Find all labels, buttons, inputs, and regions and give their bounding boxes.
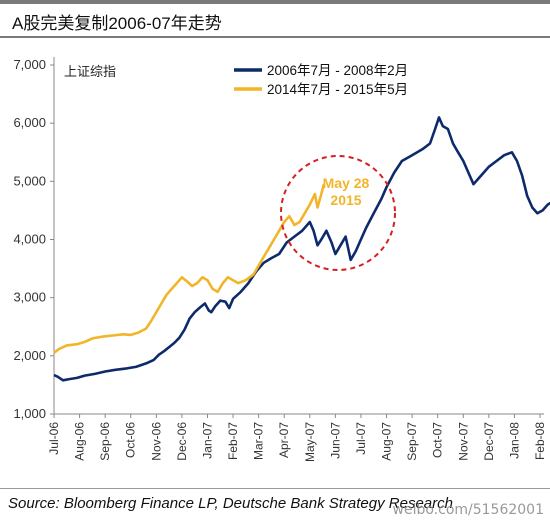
y-tick-label: 4,000: [13, 232, 46, 247]
top-rule: [0, 0, 550, 4]
series-line-2: [53, 183, 326, 354]
x-tick-label: Mar-07: [252, 422, 266, 460]
x-tick-label: Jul-07: [354, 422, 368, 455]
x-tick-label: Oct-07: [431, 422, 445, 458]
x-tick-label: Jan-08: [507, 422, 521, 459]
bottom-rule: [0, 488, 550, 489]
y-tick-label: 7,000: [13, 57, 46, 72]
annotation-date: May 28: [323, 175, 370, 191]
legend-label-1: 2006年7月 - 2008年2月: [267, 63, 408, 78]
annotation-year: 2015: [330, 192, 361, 208]
x-tick-label: Sep-06: [98, 422, 112, 461]
x-tick-label: Feb-07: [226, 422, 240, 460]
x-tick-label: May-07: [303, 422, 317, 462]
chart-title: A股完美复制2006-07年走势: [12, 14, 222, 33]
x-tick-label: Nov-07: [456, 422, 470, 461]
x-tick-label: Apr-07: [277, 422, 291, 458]
highlight-circle: [280, 155, 396, 271]
x-tick-label: Dec-06: [175, 422, 189, 461]
x-tick-label: Sep-07: [405, 422, 419, 461]
x-tick-label: Nov-06: [149, 422, 163, 461]
y-axis-label: 上证综指: [64, 64, 116, 79]
x-tick-label: Jun-07: [328, 422, 342, 459]
legend: 2006年7月 - 2008年2月 2014年7月 - 2015年5月: [234, 63, 408, 97]
x-tick-label: Jul-06: [47, 422, 61, 455]
x-tick-label: Aug-06: [73, 422, 87, 461]
x-tick-label: Oct-06: [124, 422, 138, 458]
series-line-1: [53, 116, 550, 382]
y-tick-label: 2,000: [13, 348, 46, 363]
axis-layer: 1,000 2,000 3,000 4,000 5,000 6,000 7,000 Jul-0…: [13, 57, 547, 462]
y-tick-label: 3,000: [13, 290, 46, 305]
watermark: weibo.com/51562001: [392, 502, 544, 518]
y-tick-label: 5,000: [13, 173, 46, 188]
y-tick-label: 6,000: [13, 115, 46, 130]
y-tick-label: 1,000: [13, 406, 46, 421]
title-rule: [0, 36, 550, 38]
legend-label-2: 2014年7月 - 2015年5月: [267, 82, 408, 97]
series-layer: [53, 116, 550, 382]
x-tick-label: Feb-08: [533, 422, 547, 460]
x-tick-label: Jan-07: [200, 422, 214, 459]
x-tick-label: Dec-07: [482, 422, 496, 461]
source-note: Source: Bloomberg Finance LP, Deutsche B…: [8, 495, 453, 512]
x-tick-label: Aug-07: [380, 422, 394, 461]
